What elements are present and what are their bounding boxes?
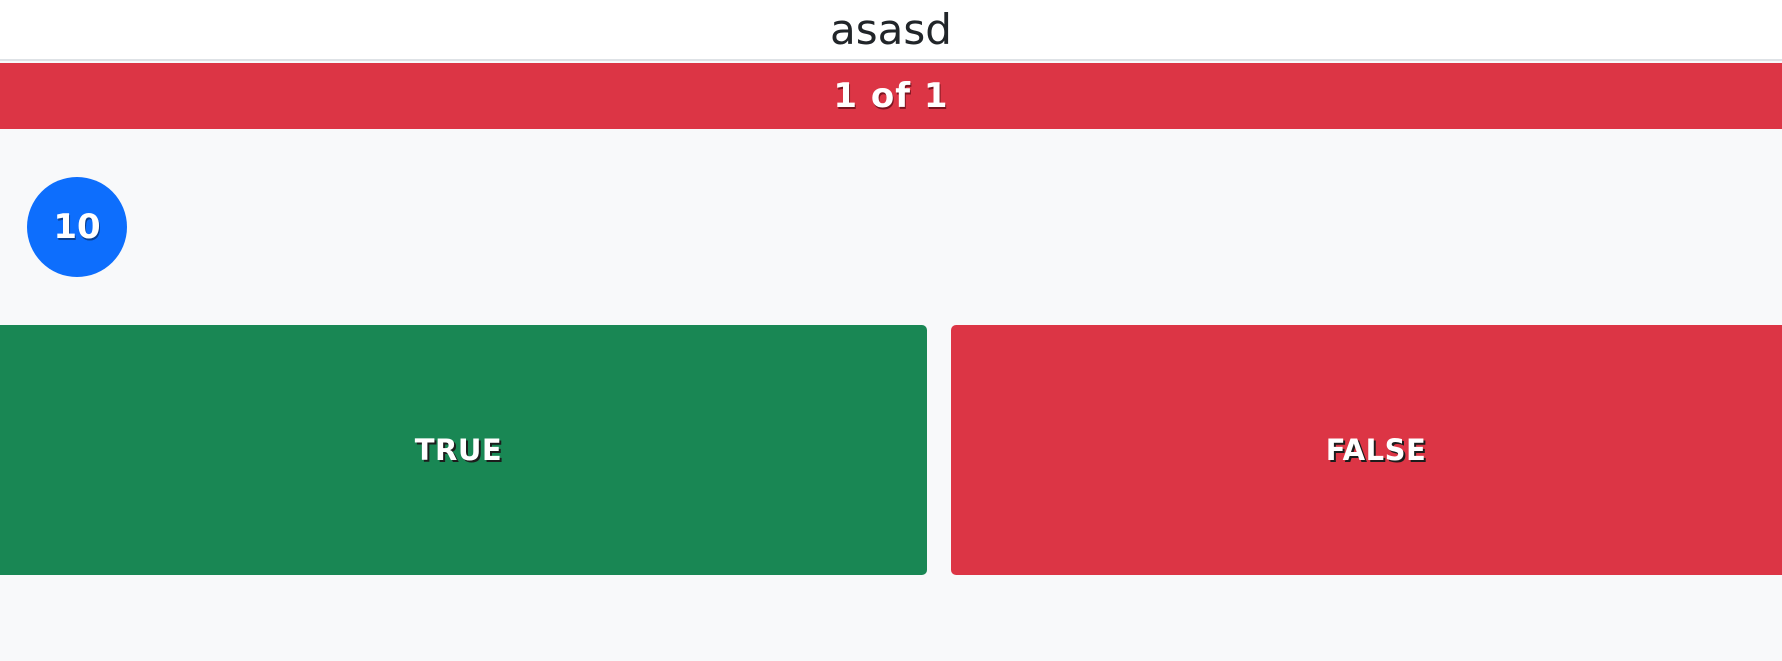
question-input[interactable] [0, 0, 1782, 59]
progress-text: 1 of 1 [833, 76, 949, 116]
true-answer-button[interactable]: TRUE [0, 325, 927, 575]
false-answer-label: FALSE [1325, 433, 1427, 467]
true-answer-label: TRUE [414, 433, 503, 467]
timer-value: 10 [53, 207, 101, 247]
false-answer-button[interactable]: FALSE [951, 325, 1782, 575]
progress-banner: 1 of 1 [0, 63, 1782, 129]
question-bar [0, 0, 1782, 61]
timer-badge: 10 [27, 177, 127, 277]
